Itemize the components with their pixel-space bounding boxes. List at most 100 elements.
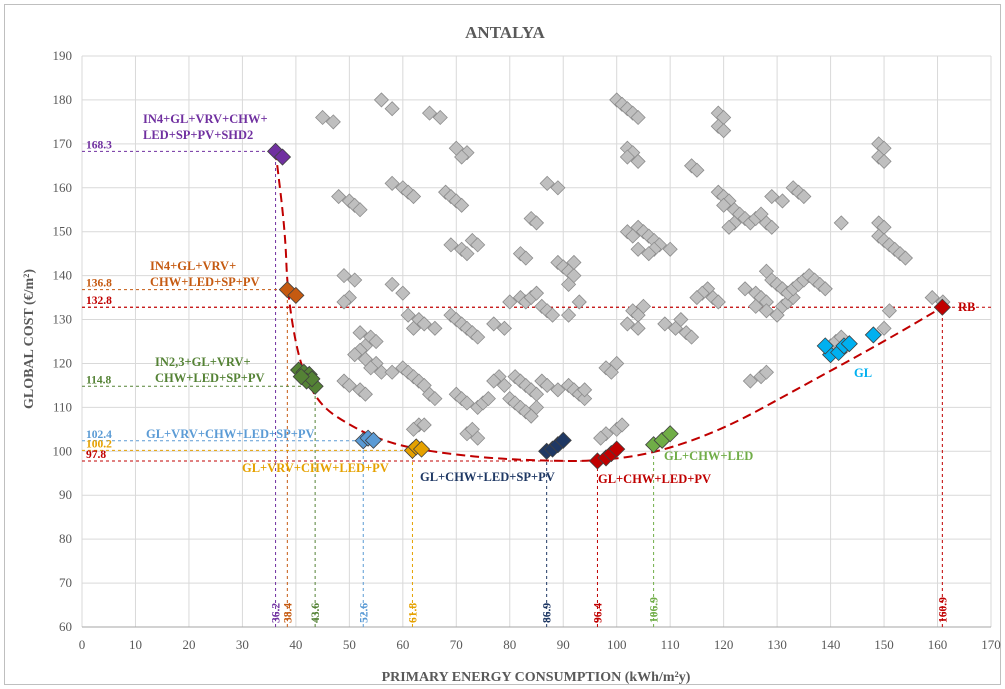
y-tick-label: 140 [53, 268, 73, 283]
data-point [325, 114, 341, 130]
data-point [796, 188, 812, 205]
data-point [758, 303, 774, 319]
y-value-label: 114.8 [86, 374, 111, 386]
y-tick-label: 180 [53, 92, 73, 107]
data-point [384, 276, 400, 292]
data-point [400, 307, 416, 323]
data-point [683, 329, 700, 345]
data-point [748, 298, 764, 314]
x-tick-label: 140 [821, 637, 841, 652]
series-point [554, 431, 572, 449]
series-point [840, 335, 858, 353]
data-point [528, 215, 545, 231]
x-value-label: 43.6 [310, 603, 322, 623]
data-point [774, 193, 791, 209]
data-point [395, 285, 411, 301]
data-point [341, 377, 357, 393]
x-value-label: 86.9 [542, 603, 554, 623]
annotation-label: GL+CHW+LED [664, 449, 753, 463]
x-value-label: 36.2 [271, 603, 283, 623]
data-point [561, 307, 577, 323]
data-point [427, 320, 443, 336]
data-point [764, 219, 780, 235]
data-point [427, 391, 443, 407]
annotation-label: GL [854, 366, 872, 380]
data-point [577, 382, 593, 398]
annotation-label: IN4+GL+VRV+ [150, 259, 236, 273]
data-point [876, 320, 892, 336]
x-tick-label: 80 [503, 637, 516, 652]
data-point [544, 307, 561, 323]
series-point [661, 425, 679, 443]
series-point [933, 298, 951, 316]
data-point [373, 92, 390, 108]
y-tick-label: 70 [59, 575, 72, 590]
data-point [373, 364, 390, 380]
data-point [336, 268, 352, 284]
annotation-label: CHW+LED+SP+PV [150, 275, 260, 289]
data-point [384, 101, 400, 117]
data-point [336, 294, 352, 310]
data-point [486, 373, 502, 389]
highlighted-series [266, 142, 951, 470]
data-point [443, 237, 459, 253]
data-point [347, 347, 363, 363]
annotation-label: IN4+GL+VRV+CHW+ [143, 112, 268, 126]
x-value-label: 160.9 [937, 597, 949, 623]
data-point [405, 188, 422, 205]
x-value-label: 96.4 [592, 603, 604, 623]
data-point [716, 123, 732, 139]
data-point [331, 188, 347, 205]
x-ticks: 0 10 20 30 40 50 60 70 80 90 100 110 120 130 140 150 160… [79, 637, 1001, 652]
data-point [486, 316, 502, 332]
data-point [817, 281, 833, 297]
data-point [662, 241, 678, 257]
data-point [539, 377, 555, 393]
data-point [347, 272, 363, 288]
y-value-label: 102.4 [86, 429, 112, 441]
data-point [454, 197, 470, 213]
data-point [405, 421, 422, 437]
background-points [315, 92, 951, 446]
y-tick-label: 190 [53, 48, 73, 63]
y-value-label: 100.2 [86, 438, 112, 450]
y-tick-label: 90 [59, 487, 72, 502]
data-point [737, 281, 753, 297]
data-point [764, 188, 780, 205]
data-point [518, 250, 534, 266]
x-value-label: 38.4 [282, 603, 294, 623]
data-point [924, 290, 940, 306]
y-tick-label: 100 [53, 443, 73, 458]
data-point [641, 246, 657, 262]
data-point [630, 320, 646, 336]
y-tick-label: 150 [53, 224, 73, 239]
data-point [352, 325, 368, 341]
data-point [528, 285, 545, 301]
data-point [566, 254, 582, 271]
data-point [550, 180, 566, 196]
data-point [561, 276, 577, 292]
data-point [635, 298, 652, 314]
data-point [357, 386, 373, 402]
data-point [454, 149, 470, 165]
x-tick-label: 0 [79, 637, 86, 652]
annotation-label: CHW+LED+SP+PV [155, 371, 265, 385]
annotations: IN4+GL+VRV+CHW+ LED+SP+PV+SHD2 IN4+GL+VRV+… [143, 112, 975, 486]
series-point [608, 440, 626, 458]
x-tick-label: 170 [981, 637, 1001, 652]
data-point [630, 109, 646, 126]
data-point [480, 391, 496, 407]
data-point [758, 364, 774, 380]
x-tick-label: 50 [343, 637, 356, 652]
annotation-label: IN2,3+GL+VRV+ [155, 355, 251, 369]
y-tick-label: 60 [59, 619, 72, 634]
x-axis-title: PRIMARY ENERGY CONSUMPTION (kWh/m²y) [382, 670, 691, 685]
data-point [833, 215, 849, 231]
annotation-label: GL+CHW+LED+PV [598, 472, 711, 486]
y-ticks: 60 70 80 90 100 110 120 130 140 150 160 170 180 190 [53, 48, 73, 634]
y-tick-label: 130 [53, 312, 73, 327]
reference-lines: 36.2 168.3 38.4 136.8 43.6 114.8 52.6 102.4 61.8… [82, 139, 991, 627]
data-point [502, 294, 518, 310]
x-tick-label: 60 [396, 637, 409, 652]
data-point [363, 360, 379, 376]
